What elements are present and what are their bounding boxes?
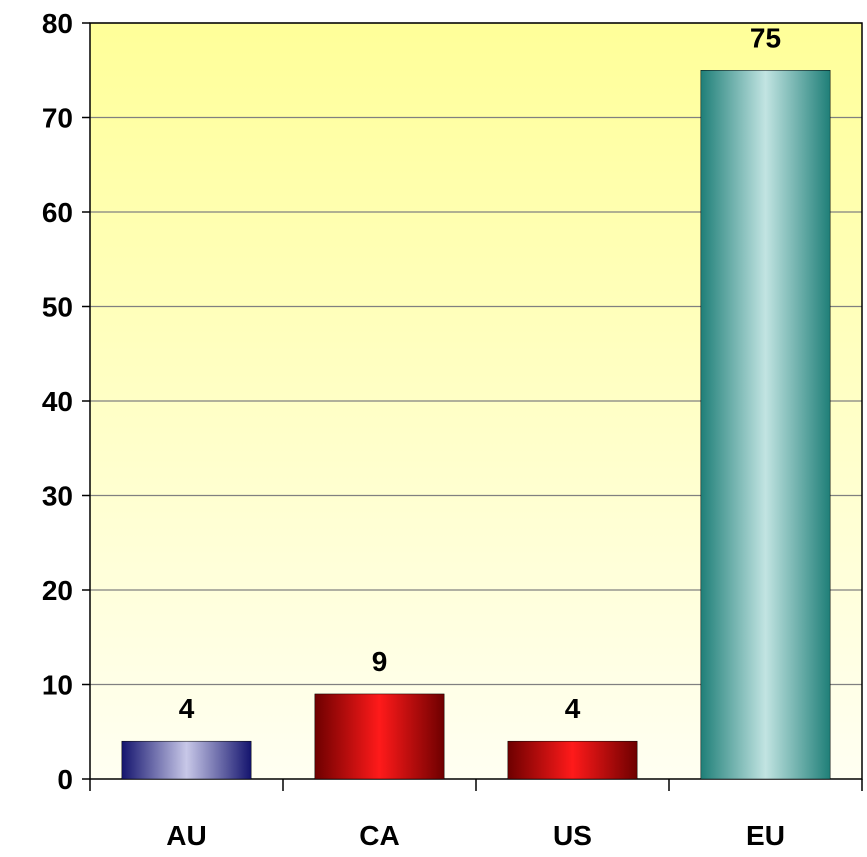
y-tick-label-70: 70 [42, 103, 73, 134]
y-tick-label-30: 30 [42, 481, 73, 512]
x-tick-label-eu: EU [746, 820, 785, 851]
bar-eu [700, 70, 831, 780]
data-label-ca: 9 [372, 646, 388, 677]
x-tick-label-au: AU [166, 820, 206, 851]
y-tick-label-60: 60 [42, 197, 73, 228]
bar-ca [314, 693, 445, 780]
x-tick-label-us: US [553, 820, 592, 851]
y-tick-label-40: 40 [42, 386, 73, 417]
y-tick-label-10: 10 [42, 670, 73, 701]
y-tick-label-50: 50 [42, 292, 73, 323]
bar-us [507, 740, 638, 780]
y-tick-label-20: 20 [42, 575, 73, 606]
y-tick-label-0: 0 [57, 764, 73, 795]
data-label-eu: 75 [750, 22, 781, 53]
data-label-us: 4 [565, 693, 581, 724]
data-label-au: 4 [179, 693, 195, 724]
x-tick-label-ca: CA [359, 820, 399, 851]
y-tick-label-80: 80 [42, 8, 73, 39]
bar-au [121, 740, 252, 780]
